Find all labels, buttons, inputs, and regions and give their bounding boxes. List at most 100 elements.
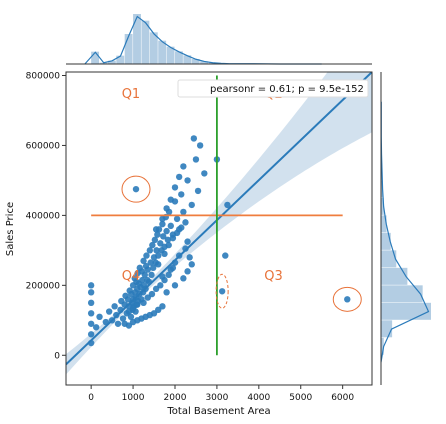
scatter-point — [152, 226, 160, 233]
y-tick-label: 200000 — [26, 281, 61, 291]
scatter-point — [150, 310, 158, 317]
scatter-point — [167, 222, 174, 230]
x-marginal-bar — [141, 20, 150, 65]
scatter-point — [152, 285, 160, 293]
plot-frame — [65, 71, 373, 386]
scatter-point — [194, 187, 202, 195]
scatter-point — [182, 245, 189, 252]
scatter-point — [184, 268, 191, 275]
y-axis-ticks: 0 200000 400000 600000 800000 — [26, 71, 66, 361]
legend-text: pearsonr = 0.61; p = 9.5e-152 — [210, 84, 364, 95]
x-marginal-bar — [124, 34, 133, 64]
scatter-point — [163, 227, 170, 235]
scatter-point — [180, 275, 187, 282]
scatter-point — [111, 303, 118, 310]
y-marginal-bar — [381, 180, 383, 198]
x-tick-label: 0 — [88, 393, 94, 403]
scatter-point — [146, 247, 154, 254]
scatter-point — [167, 196, 174, 203]
legend: pearsonr = 0.61; p = 9.5e-152 — [177, 79, 369, 98]
scatter-point — [222, 252, 229, 259]
scatter-point — [148, 271, 155, 279]
scatter-point — [196, 142, 204, 149]
scatter-point — [125, 322, 133, 329]
x-tick-label: 5000 — [289, 393, 312, 403]
scatter-point — [173, 215, 181, 223]
scatter-point — [114, 320, 122, 327]
x-marginal-bar — [107, 60, 116, 64]
scatter-point — [87, 299, 95, 307]
scatter-point — [161, 250, 168, 258]
x-marginal-bar — [166, 46, 175, 64]
scatter-point — [160, 233, 167, 240]
regression-confidence-band — [66, 72, 372, 375]
y-tick-label: 800000 — [26, 71, 61, 81]
y-tick-label: 400000 — [26, 211, 61, 221]
scatter-point — [175, 173, 183, 181]
scatter-point — [157, 240, 164, 247]
scatter-point — [173, 229, 181, 237]
scatter-point — [178, 191, 185, 198]
legend-box — [177, 79, 369, 98]
y-marginal-bar — [381, 232, 391, 250]
scatter-point — [154, 231, 161, 238]
x-tick-label: 6000 — [331, 393, 354, 403]
scatter-point — [153, 247, 160, 254]
scatter-point — [144, 266, 151, 273]
scatter-point — [143, 252, 150, 259]
x-tick-label: 4000 — [247, 393, 270, 403]
y-marginal-bar — [381, 302, 431, 320]
scatter-point — [186, 254, 193, 261]
scatter-point — [149, 264, 157, 272]
scatter-point — [164, 236, 172, 244]
y-marginal-bar — [381, 250, 397, 268]
y-marginal-distribution — [380, 72, 431, 385]
scatter-point — [165, 271, 172, 279]
joint-plot-area: Q1Q2Q3Q4 pearsonr = 0.61; p = 9.5e-152 0… — [5, 71, 373, 417]
scatter-point — [129, 304, 137, 312]
scatter-point — [159, 215, 166, 223]
scatter-point — [182, 219, 189, 226]
scatter-point — [127, 313, 135, 321]
scatter-point — [141, 271, 149, 279]
scatter-point — [201, 170, 208, 177]
x-marginal-bar — [183, 55, 192, 64]
circled-point-annotation — [332, 286, 362, 312]
scatter-point — [218, 288, 226, 295]
scatter-point — [169, 234, 177, 242]
scatter-point — [87, 289, 95, 296]
scatter-point — [171, 184, 179, 191]
scatter-point — [87, 282, 95, 289]
x-marginal-bar — [200, 61, 209, 64]
scatter-point — [190, 135, 198, 142]
scatter-point — [159, 220, 166, 228]
scatter-point — [159, 303, 166, 310]
scatter-point — [155, 261, 162, 268]
scatter-point — [96, 313, 103, 321]
x-marginal-bar — [149, 32, 158, 64]
scatter-point — [87, 310, 95, 317]
y-marginal-bar — [381, 337, 384, 355]
scatter-point — [119, 315, 127, 322]
x-marginal-bar — [158, 40, 167, 64]
x-marginal-distribution — [66, 14, 372, 65]
scatter-points — [87, 135, 351, 347]
scatter-point — [144, 294, 151, 301]
scatter-point — [140, 257, 147, 265]
x-marginal-bar — [174, 51, 183, 64]
scatter-point — [105, 308, 113, 315]
scatter-point — [192, 156, 200, 163]
scatter-point — [92, 324, 100, 331]
y-marginal-bar — [381, 267, 408, 285]
y-tick-label: 600000 — [26, 141, 61, 151]
scatter-point — [188, 261, 195, 268]
scatter-point — [140, 299, 147, 307]
y-marginal-bar — [381, 285, 423, 303]
y-tick-label: 0 — [54, 351, 60, 361]
scatter-point — [163, 289, 170, 296]
scatter-point — [134, 301, 141, 308]
x-marginal-bar — [208, 62, 217, 64]
quadrant-label-q1: Q1 — [122, 87, 141, 102]
x-tick-label: 2000 — [164, 393, 187, 403]
